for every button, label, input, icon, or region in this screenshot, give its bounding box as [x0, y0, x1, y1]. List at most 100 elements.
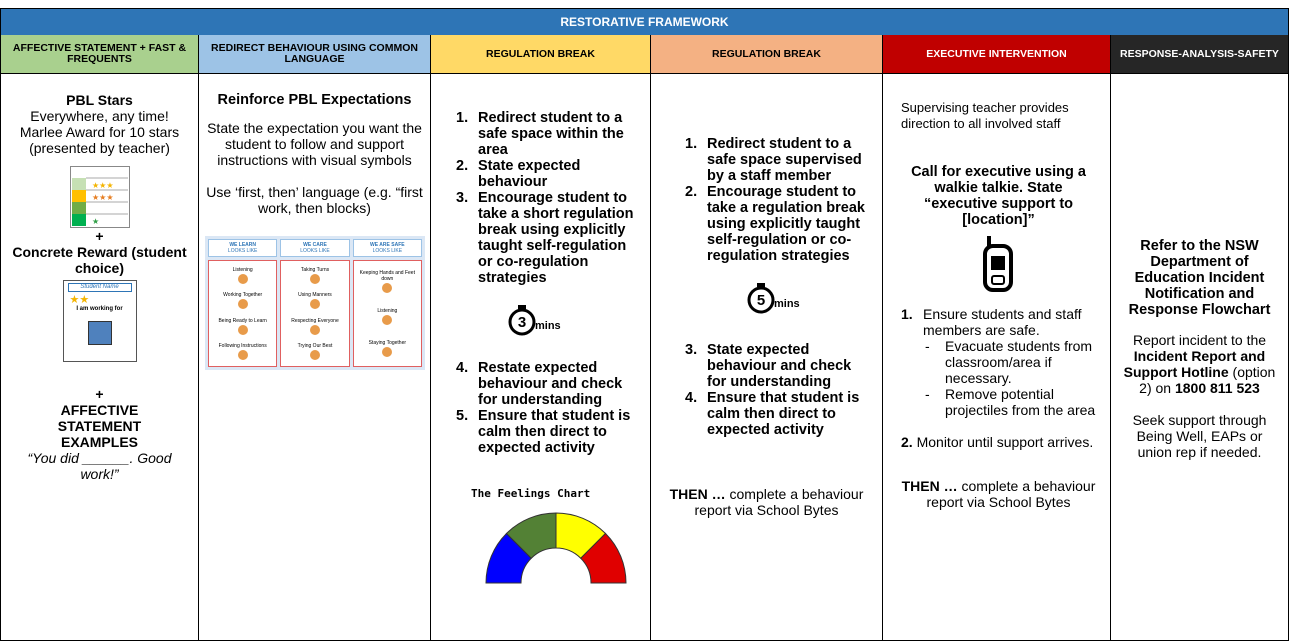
symbol-icon — [382, 283, 393, 294]
symbol-item: Listening — [354, 308, 421, 325]
symbol-label: Trying Our Best — [297, 342, 333, 349]
symbol-body: Keeping Hands and Feet down Listening Stay… — [352, 260, 422, 367]
symbol-subtitle: LOOKS LIKE — [227, 248, 258, 254]
column: Reinforce PBL Expectations State the exp… — [198, 74, 431, 641]
symbol-label: Using Manners — [298, 292, 332, 299]
timer-icon: 3 mins — [508, 305, 561, 336]
symbol-item: Respecting Everyone — [281, 318, 348, 335]
list-item: 1. Redirect student to a safe space withi… — [456, 110, 644, 158]
walkie-icon — [982, 236, 1013, 292]
plus: + — [95, 228, 104, 244]
symbol-icon — [237, 274, 248, 285]
column: Supervising teacher provides direction t… — [882, 74, 1111, 641]
symbol-item: Trying Our Best — [281, 343, 348, 360]
item-number: 2. — [456, 158, 469, 174]
symbol-item: Following Instructions — [209, 343, 276, 360]
timer-number: 3 — [518, 314, 526, 331]
text: 1800 811 523 — [1174, 380, 1260, 396]
symbol-icon — [309, 324, 320, 335]
header: REDIRECT BEHAVIOUR USING COMMON LANGUAGE — [198, 35, 431, 74]
card-stars: ★★ — [69, 294, 90, 306]
intro: Supervising teacher provides direction t… — [901, 100, 1069, 131]
text: Everywhere, any time! Marlee Award for 1… — [19, 108, 180, 156]
reward-card: Student Name ★★ I am working for — [62, 280, 137, 362]
header-text: REGULATION BREAK — [712, 47, 821, 60]
examples-heading: AFFECTIVE STATEMENT EXAMPLES — [57, 402, 142, 450]
then-text: complete a behaviour report via School B… — [694, 486, 864, 518]
symbol-icon — [237, 299, 248, 310]
list-item: 2. Encourage student to take a regulation… — [685, 184, 872, 264]
card-text: I am working for — [76, 306, 123, 312]
symbol-item: Being Ready to Learn — [209, 318, 276, 335]
heading: Refer to the NSW Department of Education… — [1128, 238, 1271, 318]
subitem-text: Remove potential projectiles from the ar… — [945, 386, 1096, 418]
symbol-icon — [382, 314, 393, 325]
item-text: Restate expected behaviour and check for… — [478, 360, 623, 408]
symbol-label: Working Together — [223, 292, 263, 299]
symbol-label: Staying Together — [368, 339, 407, 346]
item-number: 1. — [685, 136, 698, 152]
step: 1. Ensure students and staff members are … — [901, 306, 1096, 338]
then-text: complete a behaviour report via School B… — [926, 478, 1096, 510]
list-item: 1. Redirect student to a safe space super… — [685, 136, 872, 184]
symbol-icon — [237, 324, 248, 335]
item-text: Encourage student to take a short regula… — [478, 190, 634, 286]
list-item: 2. State expected behaviour — [456, 158, 644, 190]
symbol-panel: WE ARE SAFE LOOKS LIKE Keeping Hands and F… — [352, 239, 422, 367]
item-number: 4. — [685, 390, 698, 406]
symbol-item: Working Together — [209, 292, 276, 310]
symbol-item: Listening — [209, 267, 276, 285]
card-name: Student Name — [67, 283, 132, 292]
step-number: 2. — [901, 434, 913, 450]
list: 4. Restate expected behaviour and check f… — [456, 360, 644, 456]
column: 1. Redirect student to a safe space super… — [650, 74, 883, 641]
symbol-item: Taking Turns — [281, 267, 348, 285]
heading: Reinforce PBL Expectations — [217, 92, 412, 108]
symbol-item: Staying Together — [354, 340, 421, 357]
step-text: Ensure students and staff members are sa… — [923, 306, 1082, 338]
symbol-subtitle: LOOKS LIKE — [300, 248, 330, 254]
item-text: State expected behaviour and check for u… — [707, 342, 852, 390]
reward: Concrete Reward (student choice) — [12, 244, 187, 276]
heading: PBL Stars — [66, 92, 133, 108]
symbol-panel: WE LEARN LOOKS LIKE Listening Working Toget… — [208, 239, 278, 367]
symbol-icon — [309, 349, 320, 360]
item-text: State expected behaviour — [478, 158, 581, 190]
item-text: Redirect student to a safe space supervi… — [707, 136, 862, 184]
symbol-label: Listening — [232, 267, 253, 274]
item-number: 4. — [456, 360, 469, 376]
list: 3. State expected behaviour and check for… — [685, 342, 872, 438]
example: “You did ______. Good work!” — [27, 450, 172, 482]
symbol-title: WE CARE — [303, 242, 327, 248]
header-text: RESPONSE-ANALYSIS-SAFETY — [1120, 47, 1279, 60]
symbol-label: Taking Turns — [300, 267, 330, 274]
item-number: 1. — [456, 110, 469, 126]
list: 1. Redirect student to a safe space super… — [685, 136, 872, 264]
sublist: - Evacuate students from classroom/area i… — [901, 338, 1096, 418]
header-text: REDIRECT BEHAVIOUR USING COMMON LANGUAGE — [211, 42, 418, 65]
step: 2. Monitor until support arrives. — [901, 434, 1096, 450]
then-label: THEN … — [669, 486, 726, 502]
segment — [580, 532, 627, 584]
header: AFFECTIVE STATEMENT + FAST & FREQUENTS — [0, 35, 199, 74]
column: PBL Stars Everywhere, any time! Marlee A… — [0, 74, 199, 641]
item-text: Redirect student to a safe space within … — [478, 110, 624, 158]
item-number: 2. — [685, 184, 698, 200]
item-text: Ensure that student is calm then direct … — [707, 390, 860, 438]
chart-title: The Feelings Chart — [471, 487, 591, 500]
then: THEN … complete a behaviour report via S… — [901, 478, 1096, 510]
report: Report incident to the Incident Report a… — [1119, 332, 1280, 396]
subitem-marker: - — [925, 338, 930, 354]
symbol-body: Taking Turns Using Manners Respecting Ever… — [280, 260, 350, 367]
symbol-title: WE LEARN — [229, 242, 256, 248]
step-number: 1. — [901, 306, 913, 322]
list-item: 4. Ensure that student is calm then direc… — [685, 390, 872, 438]
text: Report incident to the — [1132, 332, 1267, 348]
symbol-header: WE CARE LOOKS LIKE — [280, 239, 350, 257]
star-chart: ★★★★★★★ — [69, 166, 130, 228]
symbol-header: WE ARE SAFE LOOKS LIKE — [352, 239, 422, 257]
symbol-label: Following Instructions — [218, 342, 267, 349]
call: Call for executive using a walkie talkie… — [911, 164, 1086, 228]
symbol-icon — [382, 346, 393, 357]
svg-text:★★★: ★★★ — [92, 193, 114, 202]
